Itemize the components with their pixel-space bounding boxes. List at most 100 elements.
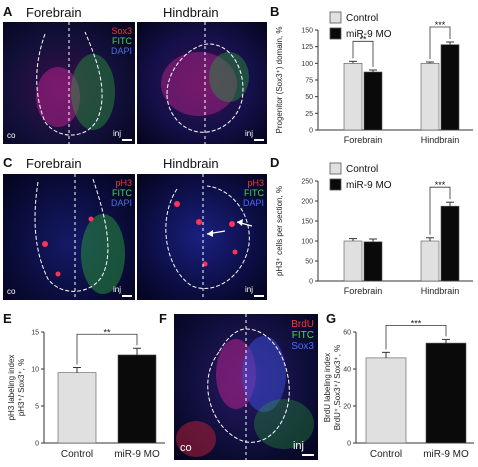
panel-g-letter: G: [326, 311, 337, 326]
micrograph-c-hindbrain-overlay: [165, 174, 253, 300]
significance-label: ***: [435, 20, 446, 30]
legend-swatch: [329, 27, 342, 40]
panel-d-letter: D: [270, 155, 280, 170]
y-tick-label: 200: [301, 199, 313, 206]
channel-label-fitc: FITC: [112, 188, 132, 198]
micrograph-c-forebrain: pH3 FITC DAPI co inj: [3, 174, 135, 300]
bar-miR-9 MO-Forebrain: [363, 71, 383, 131]
micrograph-a-hindbrain: inj: [137, 22, 267, 144]
micrograph-f: BrdU FITC Sox3 co inj: [174, 314, 318, 460]
bar-Control-Hindbrain: [420, 240, 440, 282]
bar-miR-9 MO-Hindbrain: [440, 44, 460, 131]
corner-inj: inj: [244, 285, 253, 294]
y-tick-label: 125: [301, 44, 313, 51]
y-tick-label: 15: [31, 330, 39, 337]
scale-bar: [254, 295, 264, 297]
legend-label: miR-9 MO: [346, 180, 392, 191]
channel-label-ph3: pH3: [247, 178, 264, 188]
corner-co: co: [180, 442, 192, 454]
scale-bar: [122, 139, 132, 141]
y-axis-label-2: pH3⁺/ Sox3⁺, %: [17, 359, 26, 416]
bar-Control: [365, 357, 407, 444]
corner-inj: inj: [244, 129, 253, 138]
y-tick-label: 25: [305, 111, 313, 118]
bar-Control-Forebrain: [343, 63, 363, 131]
x-tick-label: Forebrain: [344, 286, 383, 296]
significance-label: ***: [411, 318, 422, 328]
x-tick-label: miR-9 MO: [114, 449, 160, 460]
channel-label-brdu: BrdU: [291, 319, 314, 330]
panel-c-letter: C: [3, 155, 13, 170]
significance-bracket: [385, 324, 447, 350]
y-tick-label: 100: [301, 61, 313, 68]
y-tick-label: 50: [305, 94, 313, 101]
bar-Control: [57, 372, 97, 444]
legend-label: miR-9 MO: [346, 29, 392, 40]
channel-label-fitc: FITC: [291, 330, 314, 341]
y-tick-label: 250: [301, 179, 313, 186]
y-tick-label: 0: [35, 441, 39, 448]
corner-inj: inj: [112, 285, 121, 294]
y-tick-label: 0: [347, 441, 351, 448]
chart-e: 0 5 10 15 pH3 labeling index pH3⁺/ Sox3⁺, % Co…: [7, 327, 165, 460]
y-tick-label: 0: [309, 128, 313, 135]
panel-c-right-title: Hindbrain: [163, 156, 219, 171]
x-tick-label: Control: [61, 449, 93, 460]
bar-miR-9 MO-Forebrain: [363, 241, 383, 282]
corner-co: co: [7, 131, 16, 140]
significance-label: **: [359, 34, 367, 44]
channel-label-dapi: DAPI: [110, 46, 132, 56]
scale-bar: [122, 295, 132, 297]
panel-e-letter: E: [3, 311, 12, 326]
y-axis-label-2: BrdU⁺,Sox3⁺/ Sox3⁺, %: [333, 345, 342, 431]
y-tick-label: 60: [343, 330, 351, 337]
micrograph-a-forebrain-overlay: [36, 22, 115, 144]
corner-inj: inj: [112, 129, 121, 138]
channel-label-sox3: Sox3: [291, 341, 314, 352]
x-tick-label: Hindbrain: [421, 135, 460, 145]
micrograph-f-overlay: [176, 314, 314, 460]
channel-label-dapi: DAPI: [110, 198, 132, 208]
bar-miR-9 MO-Hindbrain: [440, 205, 460, 282]
y-tick-label: 150: [301, 219, 313, 226]
y-tick-label: 0: [309, 279, 313, 286]
x-tick-label: Control: [370, 449, 402, 460]
y-tick-label: 10: [31, 367, 39, 374]
panel-a-left-title: Forebrain: [26, 5, 82, 20]
y-tick-label: 75: [305, 78, 313, 85]
channel-label-dapi: DAPI: [242, 198, 264, 208]
channel-label-sox3: Sox3: [111, 26, 132, 36]
micrograph-a-forebrain: Sox3 FITC DAPI co inj: [3, 22, 135, 144]
legend-swatch: [329, 178, 342, 191]
legend-label: Control: [346, 13, 378, 24]
chart-b: 0 25 50 75 100 125 150 Progenitor (Sox3⁺) domai…: [275, 11, 473, 145]
bar-miR-9 MO: [425, 342, 467, 444]
y-tick-label: 20: [343, 404, 351, 411]
y-tick-label: 40: [343, 367, 351, 374]
significance-bracket: [429, 26, 451, 59]
significance-label: **: [103, 327, 111, 337]
y-tick-label: 50: [305, 259, 313, 266]
chart-d: 0 50 100 150 200 250 pH3⁺ cells per section, %…: [275, 162, 473, 296]
y-axis-label: pH3 labeling index: [7, 355, 16, 421]
panel-b-letter: B: [270, 4, 280, 19]
y-tick-label: 5: [35, 404, 39, 411]
panel-a-letter: A: [3, 4, 13, 19]
y-axis-label: BrdU labeling index: [323, 353, 332, 422]
chart-g: 0 20 40 60 BrdU labeling index BrdU⁺,Sox3⁺/ S…: [323, 318, 474, 460]
bar-Control-Forebrain: [343, 240, 363, 282]
legend-swatch: [329, 11, 342, 24]
significance-bracket: [352, 40, 374, 67]
significance-bracket: [76, 333, 138, 365]
x-tick-label: Forebrain: [344, 135, 383, 145]
panel-c-left-title: Forebrain: [26, 156, 82, 171]
panel-f-letter: F: [159, 311, 167, 326]
corner-co: co: [7, 287, 16, 296]
y-tick-label: 150: [301, 28, 313, 35]
micrograph-a-hindbrain-overlay: [161, 22, 249, 144]
y-tick-label: 100: [301, 239, 313, 246]
bar-Control-Hindbrain: [420, 63, 440, 131]
micrograph-c-hindbrain: pH3 FITC DAPI inj: [137, 174, 267, 300]
corner-inj: inj: [292, 440, 304, 452]
panel-a-right-title: Hindbrain: [163, 5, 219, 20]
